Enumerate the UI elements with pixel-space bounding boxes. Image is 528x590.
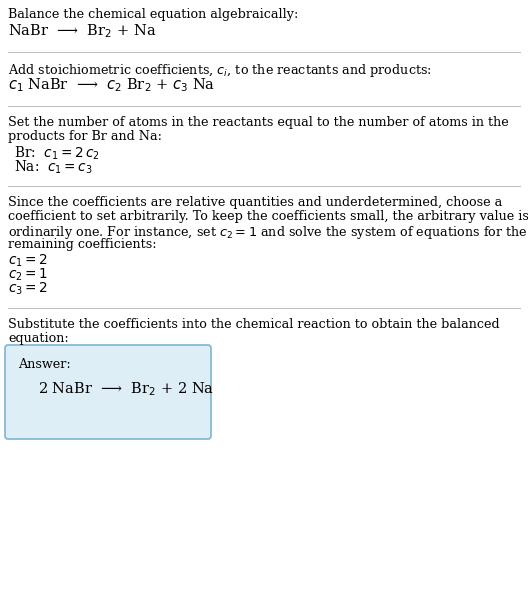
Text: Since the coefficients are relative quantities and underdetermined, choose a: Since the coefficients are relative quan…: [8, 196, 502, 209]
Text: Substitute the coefficients into the chemical reaction to obtain the balanced: Substitute the coefficients into the che…: [8, 318, 499, 331]
Text: $c_3 = 2$: $c_3 = 2$: [8, 281, 48, 297]
Text: Br:  $c_1 = 2\,c_2$: Br: $c_1 = 2\,c_2$: [14, 145, 100, 162]
Text: Set the number of atoms in the reactants equal to the number of atoms in the: Set the number of atoms in the reactants…: [8, 116, 509, 129]
Text: 2 NaBr  ⟶  Br$_2$ + 2 Na: 2 NaBr ⟶ Br$_2$ + 2 Na: [38, 380, 214, 398]
Text: ordinarily one. For instance, set $c_2 = 1$ and solve the system of equations fo: ordinarily one. For instance, set $c_2 =…: [8, 224, 528, 241]
Text: $c_2 = 1$: $c_2 = 1$: [8, 267, 48, 283]
Text: coefficient to set arbitrarily. To keep the coefficients small, the arbitrary va: coefficient to set arbitrarily. To keep …: [8, 210, 528, 223]
FancyBboxPatch shape: [5, 345, 211, 439]
Text: NaBr  ⟶  Br$_2$ + Na: NaBr ⟶ Br$_2$ + Na: [8, 22, 156, 40]
Text: equation:: equation:: [8, 332, 69, 345]
Text: Na:  $c_1 = c_3$: Na: $c_1 = c_3$: [14, 159, 93, 176]
Text: remaining coefficients:: remaining coefficients:: [8, 238, 157, 251]
Text: Answer:: Answer:: [18, 358, 71, 371]
Text: $c_1$ NaBr  ⟶  $c_2$ Br$_2$ + $c_3$ Na: $c_1$ NaBr ⟶ $c_2$ Br$_2$ + $c_3$ Na: [8, 76, 215, 94]
Text: Add stoichiometric coefficients, $c_i$, to the reactants and products:: Add stoichiometric coefficients, $c_i$, …: [8, 62, 432, 79]
Text: Balance the chemical equation algebraically:: Balance the chemical equation algebraica…: [8, 8, 298, 21]
Text: products for Br and Na:: products for Br and Na:: [8, 130, 162, 143]
Text: $c_1 = 2$: $c_1 = 2$: [8, 253, 48, 270]
